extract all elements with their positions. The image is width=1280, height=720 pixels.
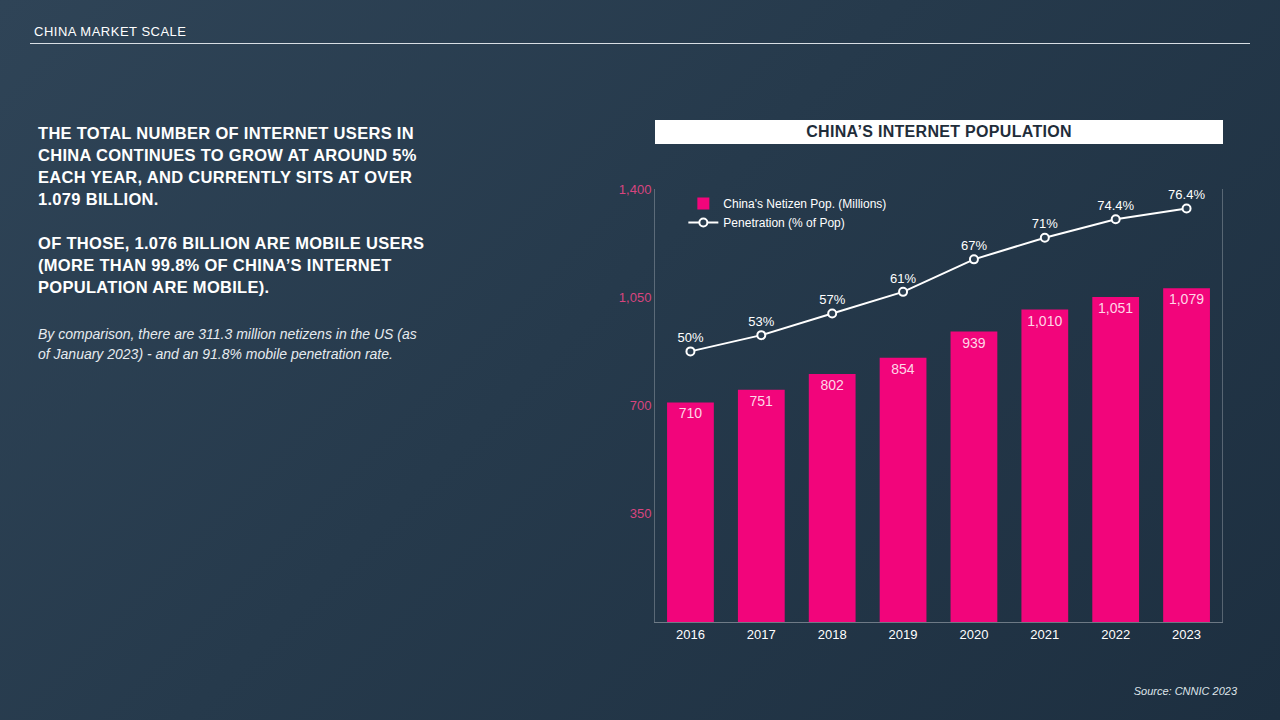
svg-text:350: 350: [630, 506, 652, 521]
svg-text:76.4%: 76.4%: [1168, 187, 1205, 202]
svg-text:74.4%: 74.4%: [1097, 198, 1134, 213]
html-text:OF THOSE, 1.076 BILLION ARE MO: OF THOSE, 1.076 BILLION ARE MOBILE USERS…: [38, 234, 425, 296]
svg-text:1,400: 1,400: [619, 182, 652, 197]
svg-text:61%: 61%: [890, 271, 916, 286]
svg-text:2022: 2022: [1101, 627, 1130, 642]
svg-text:53%: 53%: [748, 314, 774, 329]
svg-text:939: 939: [962, 335, 986, 351]
svg-text:2020: 2020: [959, 627, 988, 642]
svg-text:50%: 50%: [677, 330, 703, 345]
svg-text:700: 700: [630, 398, 652, 413]
svg-text:China's Netizen Pop. (Millions: China's Netizen Pop. (Millions): [723, 197, 886, 211]
svg-text:Penetration (% of Pop): Penetration (% of Pop): [723, 216, 844, 230]
svg-text:1,050: 1,050: [619, 290, 652, 305]
svg-text:2017: 2017: [747, 627, 776, 642]
svg-text:2021: 2021: [1030, 627, 1059, 642]
svg-text:710: 710: [679, 405, 703, 421]
svg-text:802: 802: [820, 377, 844, 393]
html-text:THE TOTAL NUMBER OF INTERNET U: THE TOTAL NUMBER OF INTERNET USERS IN CH…: [38, 124, 417, 208]
svg-text:751: 751: [750, 393, 774, 409]
svg-text:67%: 67%: [961, 238, 987, 253]
svg-text:1,010: 1,010: [1027, 313, 1062, 329]
html-text:CHINA’S INTERNET POPULATION: CHINA’S INTERNET POPULATION: [806, 123, 1072, 140]
html-text:Source: CNNIC 2023: Source: CNNIC 2023: [1133, 685, 1237, 697]
html-text:By comparison, there are 311.3: By comparison, there are 311.3 million n…: [38, 326, 417, 362]
svg-text:2023: 2023: [1172, 627, 1201, 642]
svg-text:1,051: 1,051: [1098, 300, 1133, 316]
svg-text:854: 854: [891, 361, 915, 377]
html-text:CHINA MARKET SCALE: CHINA MARKET SCALE: [34, 24, 187, 39]
svg-text:71%: 71%: [1032, 216, 1058, 231]
svg-text:2019: 2019: [889, 627, 918, 642]
svg-text:57%: 57%: [819, 292, 845, 307]
svg-text:2018: 2018: [818, 627, 847, 642]
svg-text:2016: 2016: [676, 627, 705, 642]
svg-text:1,079: 1,079: [1169, 291, 1204, 307]
